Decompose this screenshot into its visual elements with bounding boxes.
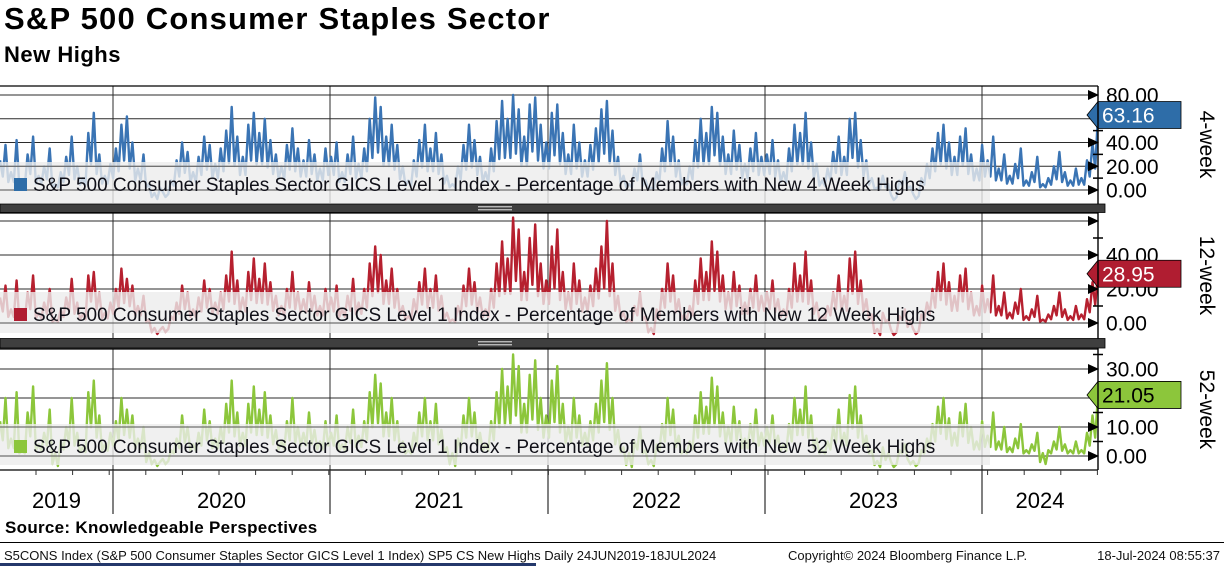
y-tick-label: 40.00	[1106, 132, 1159, 155]
year-label-2019: 2019	[32, 488, 81, 513]
year-label-2021: 2021	[415, 488, 464, 513]
value-badge-label: 21.05	[1102, 384, 1155, 407]
value-badge-label: 63.16	[1102, 104, 1155, 127]
y-tick-label: 20.00	[1106, 156, 1159, 179]
year-label-2024: 2024	[1016, 488, 1065, 513]
footer-copyright: Copyright© 2024 Bloomberg Finance L.P.	[788, 548, 1028, 563]
axis-tick-arrow	[1088, 185, 1099, 195]
year-label-2022: 2022	[632, 488, 681, 513]
axis-tick-arrow	[1088, 90, 1099, 100]
axis-tick-arrow	[1088, 216, 1099, 226]
value-badge-52-week	[1086, 381, 1182, 409]
axis-tick-arrow	[1088, 137, 1099, 148]
value-badge-4-week	[1086, 101, 1182, 129]
axis-tick-arrow	[1088, 318, 1099, 328]
year-label-2020: 2020	[197, 488, 246, 513]
panel-axis-title-12-week: 12-week	[1195, 236, 1218, 316]
y-tick-label: 10.00	[1106, 417, 1159, 440]
axis-tick-arrow	[1088, 451, 1099, 461]
axis-tick-arrow	[1088, 284, 1099, 294]
legend-strip	[0, 162, 990, 203]
panel-axis-title-52-week: 52-week	[1195, 370, 1218, 450]
y-tick-label: 0.00	[1106, 446, 1147, 469]
window-edge	[0, 563, 536, 566]
y-tick-label: 0.00	[1106, 313, 1147, 336]
footer-divider	[0, 542, 1224, 543]
axis-tick-arrow	[1088, 364, 1099, 374]
page-subtitle: New Highs	[4, 42, 121, 67]
legend-strip	[0, 292, 990, 333]
y-tick-label: 30.00	[1106, 359, 1159, 382]
value-badge-label: 28.95	[1102, 263, 1155, 286]
legend-label: S&P 500 Consumer Staples Sector GICS Lev…	[33, 437, 935, 458]
legend-label: S&P 500 Consumer Staples Sector GICS Lev…	[33, 175, 925, 196]
year-label-2023: 2023	[849, 488, 898, 513]
axis-tick-arrow	[1088, 161, 1099, 172]
legend-label: S&P 500 Consumer Staples Sector GICS Lev…	[33, 305, 935, 326]
legend-swatch-52-week	[14, 440, 27, 453]
footer-timestamp: 18-Jul-2024 08:55:37	[1097, 548, 1220, 563]
panel-separator[interactable]	[0, 338, 1106, 349]
page-title: S&P 500 Consumer Staples Sector	[4, 1, 551, 36]
panel-axis-title-4-week: 4-week	[1195, 111, 1218, 179]
axis-tick-arrow	[1088, 422, 1099, 432]
legend-strip	[0, 424, 990, 465]
legend-swatch-12-week	[14, 308, 27, 321]
axis-tick-arrow	[1088, 250, 1099, 260]
y-tick-label: 0.00	[1106, 180, 1147, 203]
footer-ticker-info: S5CONS Index (S&P 500 Consumer Staples S…	[4, 548, 717, 563]
panel-separator[interactable]	[0, 203, 1106, 213]
source-line: Source: Knowledgeable Perspectives	[5, 518, 318, 537]
value-badge-12-week	[1086, 259, 1182, 288]
legend-swatch-4-week	[14, 178, 27, 191]
